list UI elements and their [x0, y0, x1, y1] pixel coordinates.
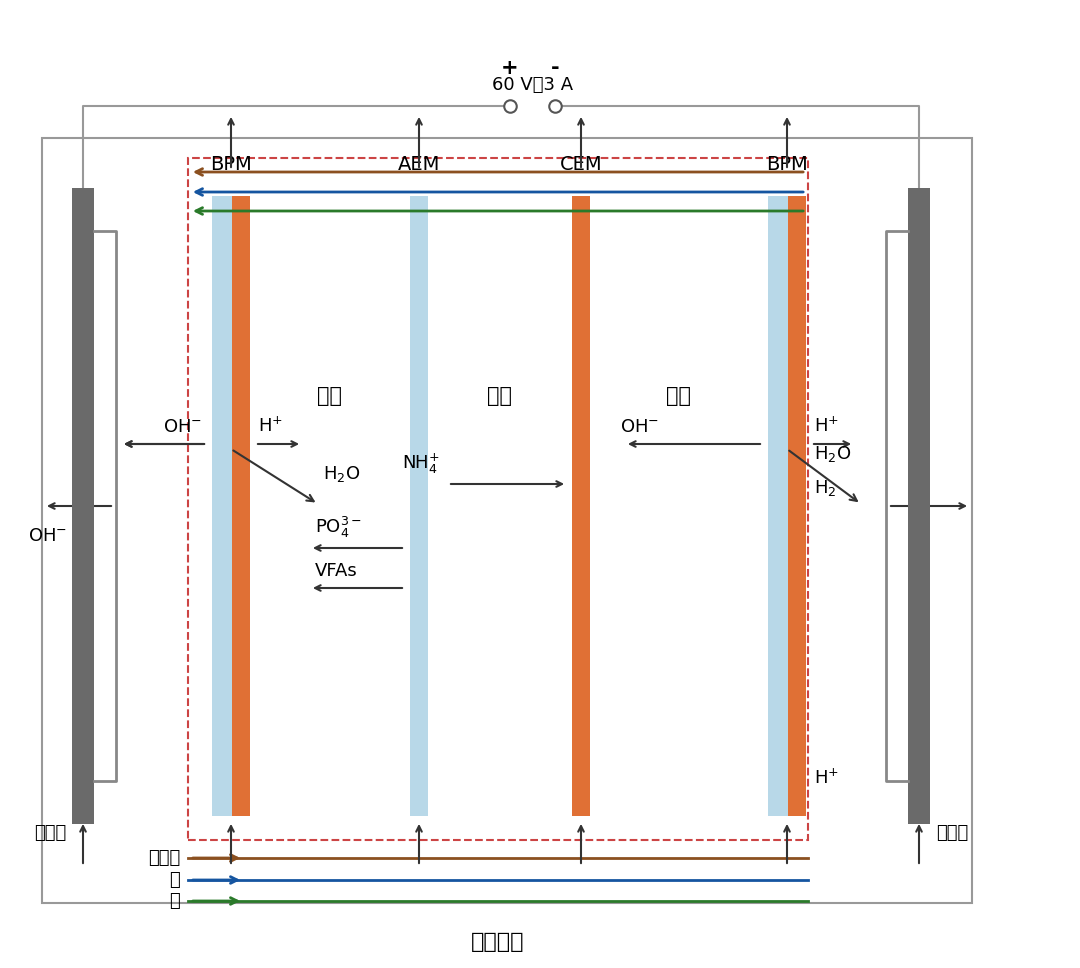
Text: OH$^{-}$: OH$^{-}$	[28, 527, 67, 545]
Bar	[72, 188, 94, 824]
Text: 电解液: 电解液	[33, 824, 66, 842]
Text: 酸: 酸	[170, 871, 180, 889]
Text: CEM: CEM	[559, 155, 603, 174]
Bar	[212, 196, 232, 816]
Text: PO$_4^{3-}$: PO$_4^{3-}$	[315, 515, 362, 540]
Text: 水解液: 水解液	[148, 849, 180, 867]
Bar	[232, 196, 249, 816]
Text: H$_2$O: H$_2$O	[323, 464, 361, 484]
Text: 碱: 碱	[170, 892, 180, 910]
Text: 60 V，3 A: 60 V，3 A	[491, 76, 573, 94]
Bar	[42, 138, 972, 903]
Text: 酸室: 酸室	[318, 386, 342, 406]
Text: 盐室: 盐室	[487, 386, 513, 406]
Text: H$^{+}$: H$^{+}$	[814, 416, 839, 436]
Text: 碱室: 碱室	[666, 386, 691, 406]
Bar	[768, 196, 787, 816]
Bar	[908, 188, 930, 824]
Text: +: +	[501, 58, 518, 78]
Bar	[572, 196, 590, 816]
Text: BPM: BPM	[766, 155, 808, 174]
Text: VFAs: VFAs	[315, 562, 357, 580]
Text: NH$_4^{+}$: NH$_4^{+}$	[402, 452, 440, 476]
Text: -: -	[551, 58, 559, 78]
Text: 重复单元: 重复单元	[471, 932, 525, 952]
Text: O$_2$: O$_2$	[71, 596, 95, 616]
Text: AEM: AEM	[397, 155, 441, 174]
Text: H$_2$O: H$_2$O	[814, 444, 851, 464]
Text: OH$^{-}$: OH$^{-}$	[163, 418, 202, 436]
Bar	[188, 158, 808, 840]
Text: H$_2$: H$_2$	[814, 478, 837, 498]
Bar	[410, 196, 428, 816]
Text: H$^{+}$: H$^{+}$	[258, 416, 283, 436]
Text: 电解液: 电解液	[936, 824, 969, 842]
Bar	[787, 196, 806, 816]
Text: OH$^{-}$: OH$^{-}$	[620, 418, 659, 436]
Text: H$^{+}$: H$^{+}$	[814, 769, 839, 788]
Text: BPM: BPM	[211, 155, 252, 174]
